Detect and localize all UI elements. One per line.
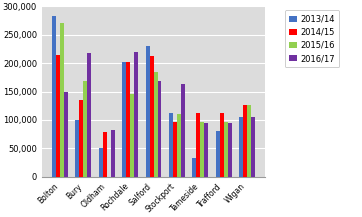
Bar <box>239 117 243 177</box>
Bar <box>130 94 134 177</box>
Bar <box>87 53 91 177</box>
Bar <box>173 122 177 177</box>
Bar <box>99 148 103 177</box>
Bar <box>224 122 228 177</box>
Bar <box>60 23 64 177</box>
Bar <box>111 130 115 177</box>
Bar <box>56 55 60 177</box>
Bar <box>181 84 185 177</box>
Bar <box>247 105 251 177</box>
Bar <box>64 92 68 177</box>
Bar <box>83 81 87 177</box>
Bar <box>103 133 107 177</box>
Bar <box>169 113 173 177</box>
Bar <box>122 62 126 177</box>
Bar <box>196 113 200 177</box>
Bar <box>228 123 232 177</box>
Bar <box>134 52 138 177</box>
Bar <box>153 72 157 177</box>
Bar <box>220 113 224 177</box>
Bar <box>200 122 204 177</box>
Bar <box>146 46 150 177</box>
Bar <box>75 120 79 177</box>
Bar <box>177 114 181 177</box>
Bar <box>126 62 130 177</box>
Bar <box>52 16 56 177</box>
Bar <box>251 117 255 177</box>
Bar <box>157 81 161 177</box>
Bar <box>150 56 153 177</box>
Bar <box>204 123 208 177</box>
Legend: 2013/14, 2014/15, 2015/16, 2016/17: 2013/14, 2014/15, 2015/16, 2016/17 <box>285 10 339 67</box>
Bar <box>216 131 220 177</box>
Bar <box>243 105 247 177</box>
Bar <box>192 158 196 177</box>
Bar <box>79 100 83 177</box>
